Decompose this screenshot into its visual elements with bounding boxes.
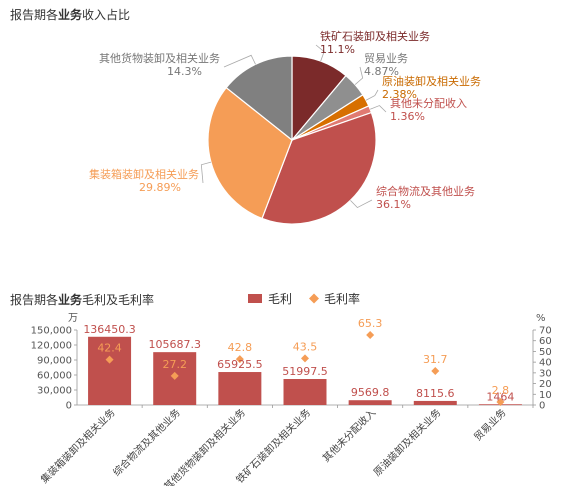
pie-leader-line	[365, 89, 379, 101]
margin-value-label: 31.7	[423, 353, 448, 366]
margin-value-label: 42.8	[228, 341, 253, 354]
bar-value-label: 51997.5	[282, 365, 328, 378]
y-tick-left: 0	[66, 401, 72, 412]
x-tick-label: 原油装卸及相关业务	[371, 406, 444, 479]
legend-label-gross-profit: 毛利	[268, 292, 292, 306]
pie-slice-percent: 14.3%	[167, 65, 202, 78]
margin-point	[496, 398, 505, 406]
margin-value-label: 43.5	[293, 340, 318, 353]
margin-point	[366, 331, 375, 340]
y-tick-right: 10	[539, 390, 552, 401]
bar	[348, 400, 392, 405]
bar-value-label: 8115.6	[416, 387, 455, 400]
bar	[88, 336, 132, 405]
bar-title-bold: 业务	[58, 293, 83, 307]
pie-leader-line	[350, 199, 373, 209]
y-tick-right: 30	[539, 368, 552, 379]
margin-value-label: 42.4	[97, 342, 122, 355]
y-unit-right: %	[536, 313, 546, 324]
x-tick-label: 贸易业务	[471, 406, 508, 443]
pie-slice-percent: 4.87%	[364, 65, 399, 78]
pie-slice-percent: 36.1%	[376, 198, 411, 211]
y-tick-left: 60,000	[37, 371, 72, 382]
pie-slice-percent: 29.89%	[139, 181, 181, 194]
margin-value-label: 27.2	[162, 358, 187, 371]
bar	[413, 400, 457, 405]
y-tick-left: 90,000	[37, 356, 72, 367]
pie-leader-line	[354, 66, 364, 85]
pie-slice-label: 综合物流及其他业务	[376, 184, 475, 198]
pie-slice	[261, 111, 377, 225]
pie-slice-label: 贸易业务	[364, 52, 408, 65]
pie-slice-label: 原油装卸及相关业务	[382, 74, 481, 88]
bar-value-label: 1464	[486, 390, 514, 403]
pie-title-pre: 报告期各	[10, 8, 59, 22]
y-tick-right: 40	[539, 358, 552, 369]
pie-title-post: 收入占比	[82, 8, 131, 22]
margin-value-label: 65.3	[358, 317, 383, 330]
pie-slice-percent: 11.1%	[320, 43, 355, 56]
pie-slice-percent: 2.38%	[382, 88, 417, 101]
bar-value-label: 105687.3	[148, 338, 201, 351]
margin-point	[170, 371, 179, 380]
pie-slice-percent: 1.36%	[390, 110, 425, 123]
bar-title-pre: 报告期各	[10, 293, 59, 307]
margin-point	[105, 355, 114, 364]
y-tick-right: 0	[539, 401, 545, 412]
bar-value-label: 136450.3	[83, 323, 136, 336]
margin-value-label: 2.8	[492, 384, 510, 397]
pie-chart-title: 报告期各业务收入占比	[10, 6, 130, 23]
bar-value-label: 9569.8	[351, 386, 390, 399]
legend-swatch-gross-profit	[248, 294, 262, 303]
pie-slice-label: 铁矿石装卸及相关业务	[320, 29, 430, 43]
legend-swatch-margin	[309, 293, 319, 304]
y-tick-right: 20	[539, 379, 552, 390]
bar-title-post: 毛利及毛利率	[82, 293, 155, 307]
y-tick-right: 60	[539, 336, 552, 347]
margin-point	[301, 354, 309, 363]
y-tick-left: 120,000	[31, 341, 72, 352]
y-tick-left: 30,000	[37, 386, 72, 397]
pie-slice-label: 集装箱装卸及相关业务	[89, 167, 199, 181]
x-tick-label: 综合物流及其他业务	[110, 406, 183, 479]
x-tick-label: 集装箱装卸及相关业务	[38, 406, 118, 486]
pie-leader-line	[223, 54, 256, 68]
pie-leader-line	[200, 161, 212, 184]
bar	[218, 372, 262, 405]
y-unit-left: 万	[68, 313, 78, 324]
margin-point	[235, 355, 244, 364]
x-tick-label: 其他未分配收入	[320, 406, 379, 465]
pie-title-bold: 业务	[58, 8, 83, 22]
legend-label-margin: 毛利率	[324, 291, 360, 306]
pie-slice-label: 其他未分配收入	[390, 96, 467, 110]
bar-value-label: 65925.5	[217, 358, 263, 371]
bar-chart-title: 报告期各业务毛利及毛利率	[10, 291, 154, 308]
y-tick-right: 70	[539, 326, 552, 337]
bar	[283, 379, 327, 405]
y-tick-right: 50	[539, 347, 552, 358]
margin-point	[431, 367, 440, 376]
pie-slice-label: 其他货物装卸及相关业务	[99, 51, 220, 65]
pie-leader-line	[370, 105, 387, 113]
y-tick-left: 150,000	[31, 326, 72, 337]
pie-leader-line	[315, 44, 325, 62]
pie-slice	[207, 86, 293, 220]
x-tick-label: 铁矿石装卸及相关业务	[233, 406, 313, 486]
